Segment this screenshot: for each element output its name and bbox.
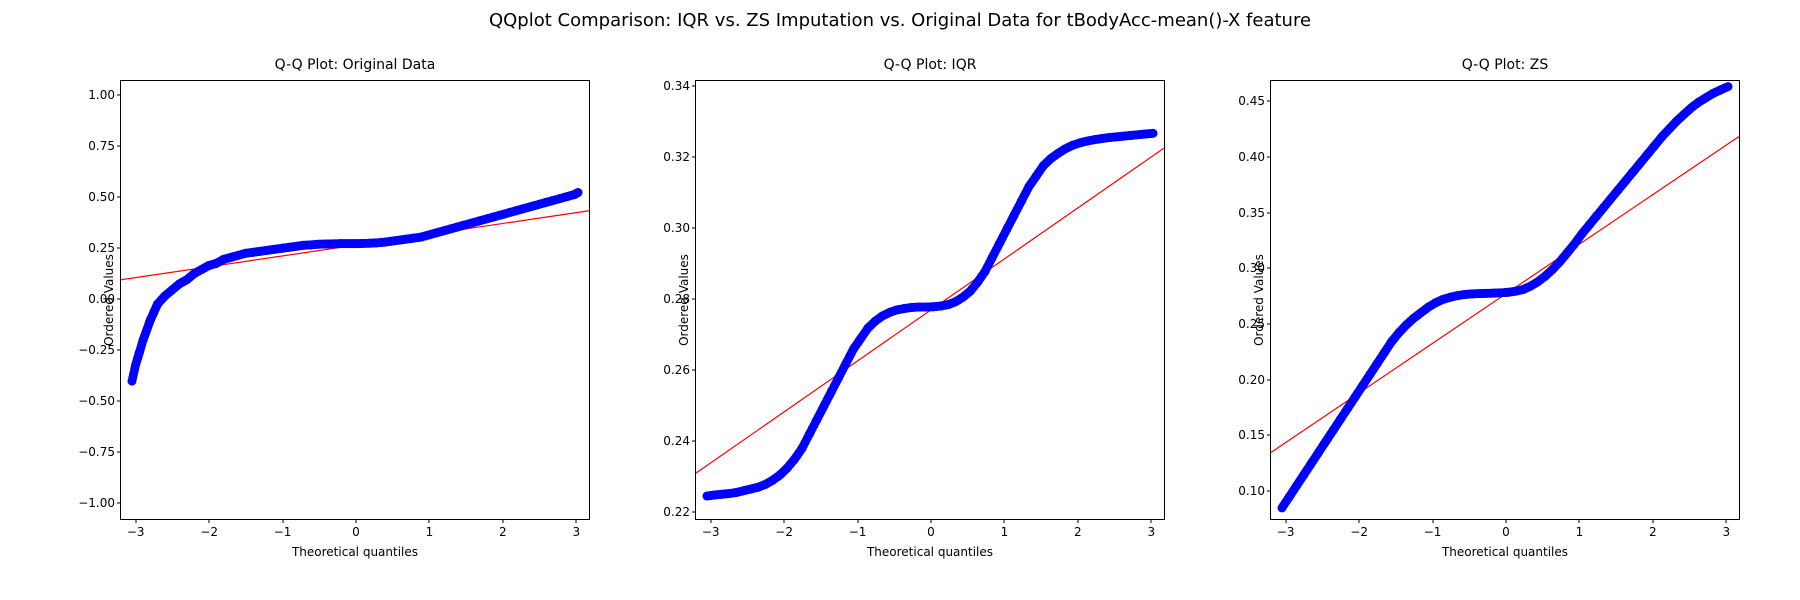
- y-tick-label: −1.00: [78, 496, 115, 510]
- x-tick-mark: [429, 519, 430, 523]
- y-tick-label: 0.50: [88, 190, 115, 204]
- y-tick-label: 0.30: [663, 221, 690, 235]
- y-tick-label: 0.40: [1238, 150, 1265, 164]
- x-tick-label: −1: [274, 525, 292, 539]
- figure-suptitle: QQplot Comparison: IQR vs. ZS Imputation…: [0, 10, 1800, 31]
- qq-scatter: [1277, 82, 1732, 512]
- x-tick-mark: [135, 519, 136, 523]
- y-tick-label: −0.50: [78, 394, 115, 408]
- x-axis-label: Theoretical quantiles: [696, 545, 1164, 559]
- y-tick-label: 0.75: [88, 139, 115, 153]
- x-tick-label: 3: [1722, 525, 1730, 539]
- y-tick-label: 0.26: [663, 363, 690, 377]
- x-tick-mark: [356, 519, 357, 523]
- y-tick-label: 0.22: [663, 505, 690, 519]
- x-tick-label: 0: [927, 525, 935, 539]
- qq-scatter: [127, 188, 582, 386]
- subplot-iqr: Q-Q Plot: IQRTheoretical quantilesOrdere…: [695, 80, 1165, 520]
- x-tick-label: −2: [1350, 525, 1368, 539]
- x-tick-mark: [1579, 519, 1580, 523]
- x-tick-mark: [1726, 519, 1727, 523]
- x-tick-label: 2: [1649, 525, 1657, 539]
- x-tick-label: 0: [1502, 525, 1510, 539]
- x-tick-mark: [1077, 519, 1078, 523]
- x-tick-mark: [1506, 519, 1507, 523]
- x-tick-mark: [931, 519, 932, 523]
- x-tick-label: −2: [200, 525, 218, 539]
- y-tick-label: 0.32: [663, 150, 690, 164]
- x-tick-label: 1: [1001, 525, 1009, 539]
- y-tick-label: 0.25: [1238, 317, 1265, 331]
- y-tick-label: −0.25: [78, 343, 115, 357]
- y-tick-label: 0.35: [1238, 206, 1265, 220]
- x-tick-label: 3: [572, 525, 580, 539]
- plot-area: [1271, 81, 1739, 519]
- x-tick-mark: [282, 519, 283, 523]
- x-tick-label: 0: [352, 525, 360, 539]
- x-tick-mark: [209, 519, 210, 523]
- x-tick-label: −1: [849, 525, 867, 539]
- y-tick-label: 0.10: [1238, 484, 1265, 498]
- qq-scatter: [702, 129, 1157, 501]
- axes-title: Q-Q Plot: IQR: [696, 57, 1164, 73]
- y-tick-label: 0.24: [663, 434, 690, 448]
- x-tick-mark: [1359, 519, 1360, 523]
- x-tick-mark: [784, 519, 785, 523]
- subplot-zs: Q-Q Plot: ZSTheoretical quantilesOrdered…: [1270, 80, 1740, 520]
- x-tick-label: −2: [775, 525, 793, 539]
- y-tick-label: 0.45: [1238, 94, 1265, 108]
- subplot-original: Q-Q Plot: Original DataTheoretical quant…: [120, 80, 590, 520]
- x-tick-mark: [710, 519, 711, 523]
- x-tick-label: −1: [1424, 525, 1442, 539]
- x-tick-label: 1: [426, 525, 434, 539]
- y-tick-label: 0.15: [1238, 428, 1265, 442]
- y-tick-label: 0.28: [663, 292, 690, 306]
- plot-area: [121, 81, 589, 519]
- figure: QQplot Comparison: IQR vs. ZS Imputation…: [0, 0, 1800, 600]
- x-tick-label: −3: [1277, 525, 1295, 539]
- axes-title: Q-Q Plot: Original Data: [121, 57, 589, 73]
- y-tick-label: 0.00: [88, 292, 115, 306]
- y-tick-label: 0.34: [663, 79, 690, 93]
- x-tick-label: 3: [1147, 525, 1155, 539]
- y-tick-label: 0.20: [1238, 373, 1265, 387]
- x-tick-mark: [1004, 519, 1005, 523]
- axes-title: Q-Q Plot: ZS: [1271, 57, 1739, 73]
- x-tick-mark: [1285, 519, 1286, 523]
- x-tick-label: −3: [702, 525, 720, 539]
- x-tick-label: −3: [127, 525, 145, 539]
- y-tick-label: 1.00: [88, 88, 115, 102]
- y-tick-label: 0.30: [1238, 261, 1265, 275]
- x-tick-mark: [576, 519, 577, 523]
- x-tick-mark: [1151, 519, 1152, 523]
- y-tick-label: −0.75: [78, 445, 115, 459]
- x-tick-mark: [857, 519, 858, 523]
- x-tick-mark: [502, 519, 503, 523]
- x-tick-label: 2: [1074, 525, 1082, 539]
- x-tick-mark: [1652, 519, 1653, 523]
- x-axis-label: Theoretical quantiles: [121, 545, 589, 559]
- y-tick-label: 0.25: [88, 241, 115, 255]
- plot-area: [696, 81, 1164, 519]
- x-tick-label: 2: [499, 525, 507, 539]
- x-tick-mark: [1432, 519, 1433, 523]
- x-axis-label: Theoretical quantiles: [1271, 545, 1739, 559]
- x-tick-label: 1: [1576, 525, 1584, 539]
